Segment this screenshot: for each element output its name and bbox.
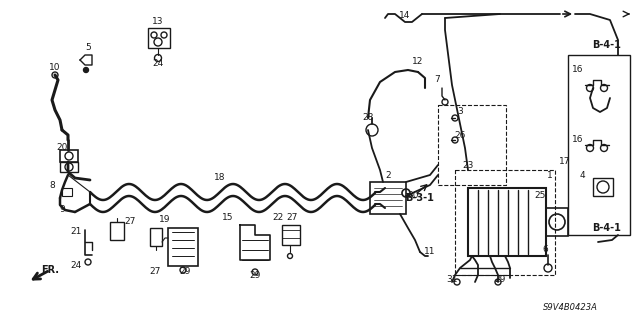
Text: 20: 20 bbox=[56, 144, 68, 152]
Text: 4: 4 bbox=[579, 170, 585, 180]
Bar bbox=[60, 162, 78, 172]
Text: 5: 5 bbox=[85, 43, 91, 53]
Text: FR.: FR. bbox=[41, 265, 59, 275]
Text: 13: 13 bbox=[152, 18, 164, 26]
Bar bbox=[168, 228, 198, 266]
Bar bbox=[593, 178, 613, 196]
Text: 29: 29 bbox=[494, 276, 506, 285]
Bar bbox=[568, 55, 630, 235]
Text: 29: 29 bbox=[250, 271, 260, 279]
Text: B-4-1: B-4-1 bbox=[593, 223, 621, 233]
Text: 30: 30 bbox=[407, 190, 419, 199]
Text: 18: 18 bbox=[214, 174, 226, 182]
Bar bbox=[150, 228, 162, 246]
Text: 27: 27 bbox=[149, 268, 161, 277]
Text: 21: 21 bbox=[70, 227, 82, 236]
Text: 24: 24 bbox=[70, 261, 82, 270]
Bar bbox=[546, 208, 568, 236]
Text: 12: 12 bbox=[412, 57, 424, 66]
Text: 28: 28 bbox=[362, 114, 374, 122]
Text: 29: 29 bbox=[179, 268, 191, 277]
Text: 19: 19 bbox=[159, 216, 171, 225]
Text: 7: 7 bbox=[434, 76, 440, 85]
Text: 3: 3 bbox=[457, 108, 463, 116]
Bar bbox=[62, 188, 72, 196]
Text: 2: 2 bbox=[385, 170, 391, 180]
Text: 24: 24 bbox=[152, 60, 164, 69]
Text: 9: 9 bbox=[59, 205, 65, 214]
Text: 26: 26 bbox=[454, 130, 466, 139]
Text: 11: 11 bbox=[424, 248, 436, 256]
Text: 27: 27 bbox=[124, 218, 136, 226]
Text: 16: 16 bbox=[572, 65, 584, 75]
Text: 15: 15 bbox=[222, 213, 234, 222]
Text: 1: 1 bbox=[547, 170, 553, 180]
Bar bbox=[468, 188, 546, 256]
Text: 10: 10 bbox=[49, 63, 61, 72]
Text: 25: 25 bbox=[534, 190, 546, 199]
Text: B-3-1: B-3-1 bbox=[406, 193, 435, 203]
Bar bbox=[370, 182, 406, 214]
Text: 6: 6 bbox=[542, 246, 548, 255]
Text: 8: 8 bbox=[49, 181, 55, 189]
Text: 22: 22 bbox=[273, 213, 284, 222]
Bar bbox=[438, 105, 506, 185]
Text: 14: 14 bbox=[399, 11, 411, 19]
Text: 17: 17 bbox=[559, 158, 571, 167]
Text: 16: 16 bbox=[572, 136, 584, 145]
Text: 27: 27 bbox=[286, 213, 298, 222]
Bar bbox=[282, 225, 300, 245]
Text: S9V4B0423A: S9V4B0423A bbox=[543, 303, 597, 313]
Circle shape bbox=[83, 68, 88, 72]
Bar bbox=[455, 170, 555, 275]
Text: B-4-1: B-4-1 bbox=[593, 40, 621, 50]
Text: 23: 23 bbox=[462, 160, 474, 169]
Bar bbox=[110, 222, 124, 240]
Bar bbox=[60, 150, 78, 162]
Text: 31: 31 bbox=[446, 276, 458, 285]
Bar bbox=[148, 28, 170, 48]
